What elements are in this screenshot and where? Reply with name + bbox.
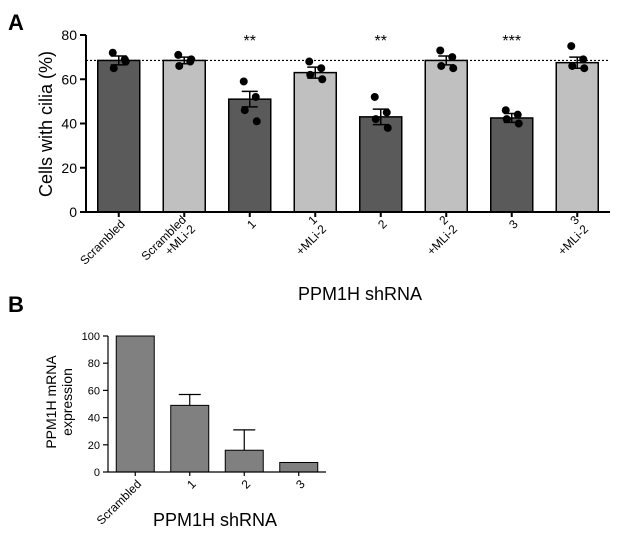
data-point bbox=[437, 61, 446, 70]
y-tick-label: 80 bbox=[88, 358, 100, 370]
data-point bbox=[448, 53, 457, 62]
data-point bbox=[567, 42, 576, 51]
x-tick-label: 2 bbox=[239, 477, 254, 492]
x-tick-label: Scrambled+MLi-2 bbox=[138, 213, 198, 273]
x-tick-label: 3+MLi-2 bbox=[546, 213, 591, 258]
bar bbox=[228, 98, 272, 213]
data-point bbox=[318, 75, 327, 84]
data-point bbox=[239, 77, 248, 86]
x-tick-label: 1 bbox=[244, 217, 259, 232]
data-point bbox=[579, 55, 588, 64]
panel-label: B bbox=[8, 292, 24, 317]
data-point bbox=[514, 119, 523, 128]
y-tick-label: 20 bbox=[61, 160, 77, 176]
bar bbox=[97, 59, 141, 213]
data-point bbox=[252, 117, 261, 126]
data-point bbox=[240, 106, 249, 115]
data-point bbox=[187, 55, 196, 64]
data-point bbox=[317, 64, 326, 73]
data-point bbox=[502, 115, 511, 124]
x-tick-label: Scrambled bbox=[94, 477, 144, 527]
significance-label: ** bbox=[244, 33, 256, 50]
y-tick-label: 0 bbox=[94, 467, 100, 479]
y-axis-title: PPM1H mRNAexpression bbox=[43, 355, 75, 449]
data-point bbox=[121, 57, 130, 66]
bar bbox=[224, 449, 264, 473]
bar bbox=[170, 404, 210, 473]
bar bbox=[293, 71, 337, 213]
data-point bbox=[370, 92, 379, 101]
y-tick-label: 20 bbox=[88, 440, 100, 452]
x-tick-label: 3 bbox=[506, 217, 521, 232]
x-axis-title: PPM1H shRNA bbox=[298, 284, 422, 304]
bar bbox=[424, 59, 468, 213]
data-point bbox=[436, 46, 445, 55]
data-point bbox=[371, 115, 380, 124]
data-point bbox=[305, 57, 314, 66]
significance-label: ** bbox=[375, 33, 387, 50]
bar bbox=[359, 116, 403, 213]
chart-b: 0 20 40 60 80 100 Scrambled 1 2 3 PPM1H mRNAexpres… bbox=[43, 331, 326, 530]
data-point bbox=[501, 106, 510, 115]
x-tick-label: 1+MLi-2 bbox=[284, 213, 329, 258]
y-tick-label: 100 bbox=[82, 331, 100, 343]
y-tick-label: 40 bbox=[61, 116, 77, 132]
bar bbox=[555, 61, 599, 213]
data-point bbox=[580, 64, 589, 73]
panel-label: A bbox=[8, 10, 24, 35]
bar bbox=[490, 117, 534, 213]
bar bbox=[279, 461, 319, 473]
x-tick-label: 3 bbox=[293, 477, 308, 492]
data-point bbox=[382, 108, 391, 117]
data-point bbox=[109, 64, 118, 73]
bar bbox=[115, 335, 155, 473]
data-point bbox=[251, 92, 260, 101]
data-point bbox=[174, 50, 183, 59]
x-tick-label: 1 bbox=[184, 477, 199, 492]
x-tick-label: 2 bbox=[375, 217, 390, 232]
x-axis-title: PPM1H shRNA bbox=[153, 510, 277, 530]
data-point bbox=[449, 64, 458, 73]
x-tick-label: 2+MLi-2 bbox=[415, 213, 460, 258]
data-point bbox=[383, 123, 392, 132]
y-tick-label: 60 bbox=[61, 71, 77, 87]
y-tick-label: 80 bbox=[61, 27, 77, 43]
data-point bbox=[108, 48, 117, 57]
data-point bbox=[175, 61, 184, 70]
data-point bbox=[568, 61, 577, 70]
y-axis-title: Cells with cilia (%) bbox=[36, 51, 56, 197]
y-tick-label: 40 bbox=[88, 413, 100, 425]
x-tick-label: Scrambled bbox=[77, 217, 127, 267]
bar bbox=[162, 59, 206, 213]
significance-label: *** bbox=[502, 33, 521, 50]
y-tick-label: 0 bbox=[69, 204, 77, 220]
data-point bbox=[306, 70, 315, 79]
data-point bbox=[513, 110, 522, 119]
y-tick-label: 60 bbox=[88, 385, 100, 397]
